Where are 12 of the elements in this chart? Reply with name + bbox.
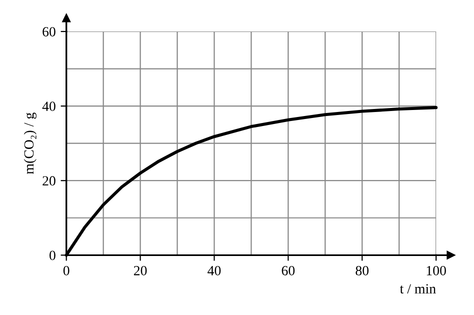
x-tick-label: 0 — [63, 266, 70, 276]
y-tick-label: 60 — [42, 27, 56, 36]
x-tick-label: 100 — [426, 266, 446, 276]
x-tick-label: 80 — [356, 266, 369, 276]
x-tick-label: 40 — [208, 266, 221, 276]
x-tick-label: 20 — [134, 266, 147, 276]
x-axis-title: t / min — [400, 284, 436, 294]
y-tick-label: 0 — [50, 250, 56, 260]
y-tick-label: 20 — [42, 176, 56, 186]
y-tick-label: 40 — [42, 102, 56, 112]
x-tick-label: 60 — [282, 266, 295, 276]
y-axis-title: m(CO₂) / g — [24, 112, 36, 174]
